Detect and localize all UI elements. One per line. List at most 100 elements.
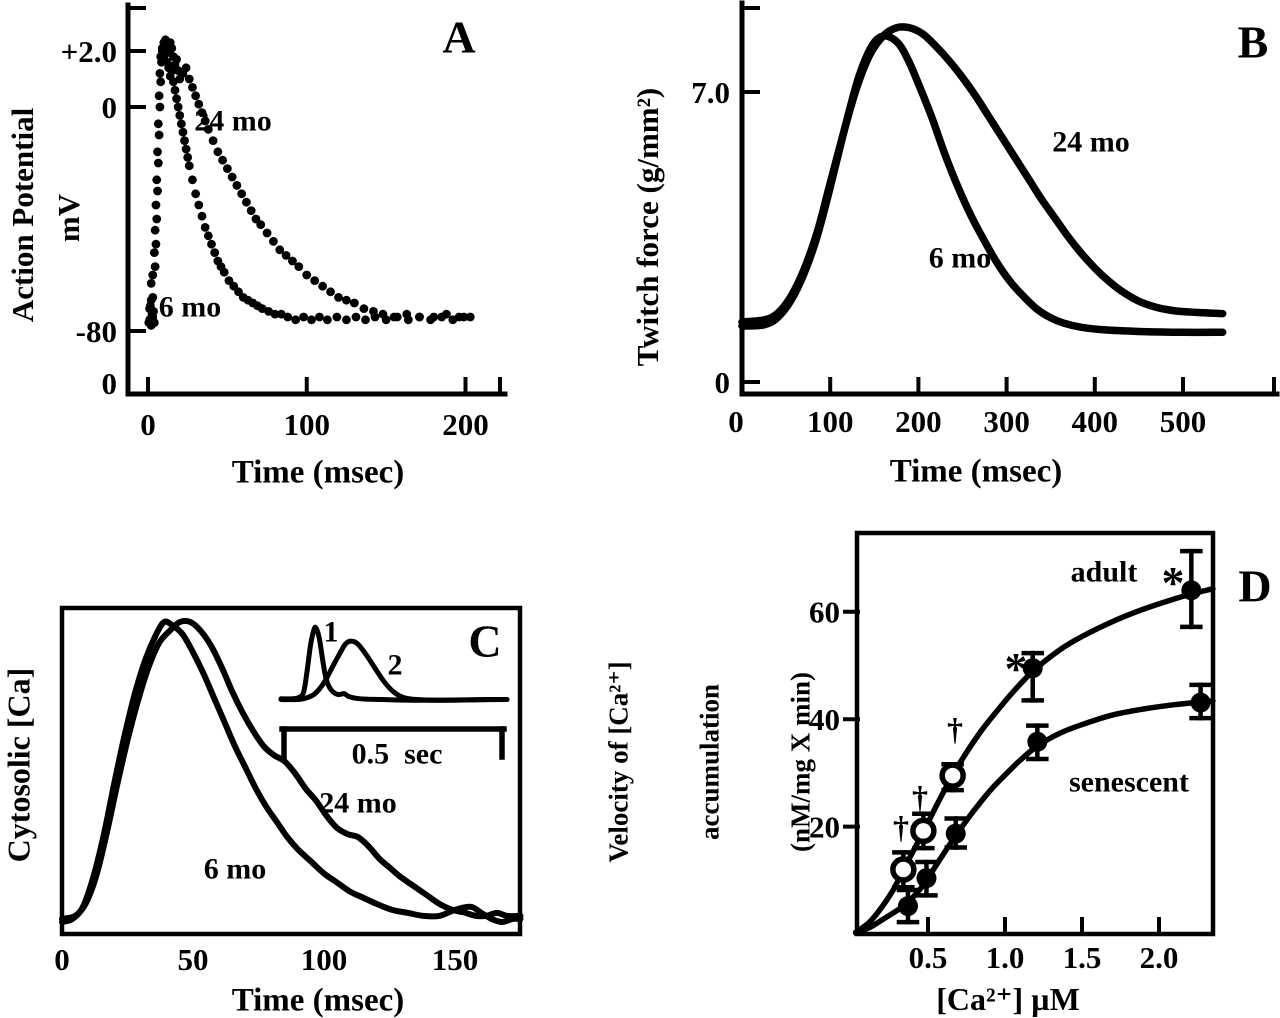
panel-a-scatter-point-24mo [194,99,204,109]
panel-a-scatter-point-24mo [213,147,223,157]
panel-a-scatter-point-24mo [155,102,165,112]
panel-d-sig-dagger: † [912,779,928,815]
panel-a-scatter-point-6mo [184,161,194,171]
panel-a-scatter-point-24mo [342,295,351,305]
panel-a-scatter-point-24mo [200,116,210,126]
panel-b-curve-6mo [738,32,1227,337]
panel-a-scatter-point-6mo [207,239,216,249]
panel-a-scatter-point-6mo [178,127,188,137]
panel-d-data-point-filled-senescent [897,896,918,917]
panel-a-letter: A [442,11,476,63]
panel-c-y-axis-title: Cytosolic [Ca] [0,667,37,863]
panel-a-scatter-point-6mo [448,315,458,325]
panel-a-scatter-point-6mo [148,312,158,322]
panel-d-data-point-filled-senescent [1027,731,1048,752]
panel-a-scatter-point-24mo [262,228,272,238]
panel-a-scatter-point-24mo [302,270,312,280]
panel-b-x-tick-label: 100 [807,404,854,439]
panel-c-series-label: 0.5 sec [352,738,443,771]
panel-d-data-point-open-adult [939,762,966,789]
panel-a-scatter-point-6mo [332,312,342,322]
panel-a-y-axis-title: Action Potential [5,107,40,323]
panel-a-scatter-point-24mo [153,158,163,168]
panel-c-x-tick-label: 150 [432,942,479,977]
panel-a-scatter-point-24mo [184,74,194,84]
panel-c-letter: C [468,615,502,667]
panel-a-scatter-point-24mo [151,239,161,249]
panel-d-letter: D [1238,560,1272,612]
panel-d-sig-star: * [1162,557,1185,608]
panel-a-scatter-point-24mo [326,287,335,297]
panel-c-inset-trace-2 [278,638,510,703]
panel-d-x-tick-label: 2.0 [1140,940,1179,975]
panel-a-scatter-point-24mo [246,206,256,216]
panel-c-x-tick-label: 0 [54,942,70,977]
panel-a-scatter-point-6mo [299,312,308,322]
panel-d-y-axis-title-line-2: accumulation [694,684,725,841]
panel-a-scatter-point-6mo [307,315,316,325]
panel-c-series-label: 24 mo [319,787,397,820]
panel-a-scatter-point-6mo [149,248,159,257]
panel-a-scatter-point-6mo [180,136,189,146]
panel-a-scatter-point-6mo [191,189,201,199]
panel-a-x-axis-title: Time (msec) [231,454,405,491]
panel-a-scatter-point-24mo [318,281,328,291]
panel-c-series-label: 6 mo [204,853,267,886]
panel-a-scatter-point-24mo [153,186,162,196]
panel-a-scatter-point-6mo [152,175,162,185]
panel-a-scatter-point-24mo [310,276,320,285]
panel-a-scatter-point-6mo [200,223,210,232]
panel-b-y-tick-label: 7.0 [691,75,730,110]
panel-a-x-tick-label: 0 [140,407,156,442]
panel-a-scatter-point-24mo [359,304,369,313]
panel-b-curve-24mo [738,23,1227,326]
panel-a-scatter-point-6mo [176,119,186,129]
panel-a-scatter-point-6mo [155,69,165,78]
panel-a-scatter-point-24mo [146,279,156,288]
panel-c-series-label: 1 [324,616,339,649]
panel-b-y-tick-label: 0 [715,365,731,400]
panel-d-x-tick-label: 1.0 [986,940,1025,975]
panel-a-scatter-point-24mo [275,245,285,255]
panel-a-scatter-point-6mo [175,111,185,120]
panel-a-scatter-point-24mo [288,256,297,266]
panel-a-scatter-point-6mo [150,225,160,235]
panel-b-series-label: 24 mo [1052,126,1130,159]
panel-a-scatter-point-24mo [181,63,191,73]
panel-a-scatter-point-6mo [361,315,370,325]
panel-a-y-axis-unit: mV [51,193,86,243]
panel-a-scatter-point-24mo [188,83,197,92]
panel-d-x-tick-label: 1.5 [1063,940,1102,975]
panel-d-curve-adult [852,585,1216,936]
panel-d-data-point-filled-adult [1022,658,1043,679]
panel-c-x-tick-label: 50 [178,942,209,977]
panel-d-sig-star: * [1005,643,1028,694]
panel-d-data-point-filled-senescent [916,868,937,889]
panel-a-scatter-point-24mo [349,298,359,308]
panel-a-scatter-point-6mo [170,85,180,95]
panel-a-scatter-point-24mo [222,164,232,174]
panel-d-y-axis-title: Velocity of [Ca²⁺] accumulation (nM/mg X… [544,661,877,862]
panel-a-scatter-point-6mo [219,267,229,277]
panel-d-data-point-filled-senescent [1190,692,1211,713]
panel-b-x-tick-label: 300 [983,404,1030,439]
panel-a-scatter-point-24mo [237,189,247,199]
panel-a-scatter-point-24mo [281,251,291,260]
panel-a-scatter-point-6mo [188,175,197,185]
panel-d-x-axis-title: [Ca²⁺] µM [936,981,1080,1017]
panel-a-scatter-point-6mo [392,312,402,322]
panel-a-y-tick-label: -80 [76,314,117,349]
panel-a-scatter-point-6mo [342,315,351,325]
panel-a-series-label: 24 mo [194,105,272,138]
panel-a-scatter-point-24mo [197,108,207,117]
panel-b-x-axis-title: Time (msec) [889,453,1063,490]
panel-a-scatter-point-24mo [232,181,242,190]
panel-a-scatter-point-24mo [334,293,343,302]
panel-d-data-point-filled-adult [1181,580,1202,601]
panel-c-inset-trace-1 [278,624,510,703]
panel-a-scatter-point-6mo [415,312,424,322]
panel-d-plot-border [854,530,1216,937]
panel-d-x-tick-label: 0.5 [909,940,948,975]
panel-a-scatter-point-6mo [181,144,191,154]
